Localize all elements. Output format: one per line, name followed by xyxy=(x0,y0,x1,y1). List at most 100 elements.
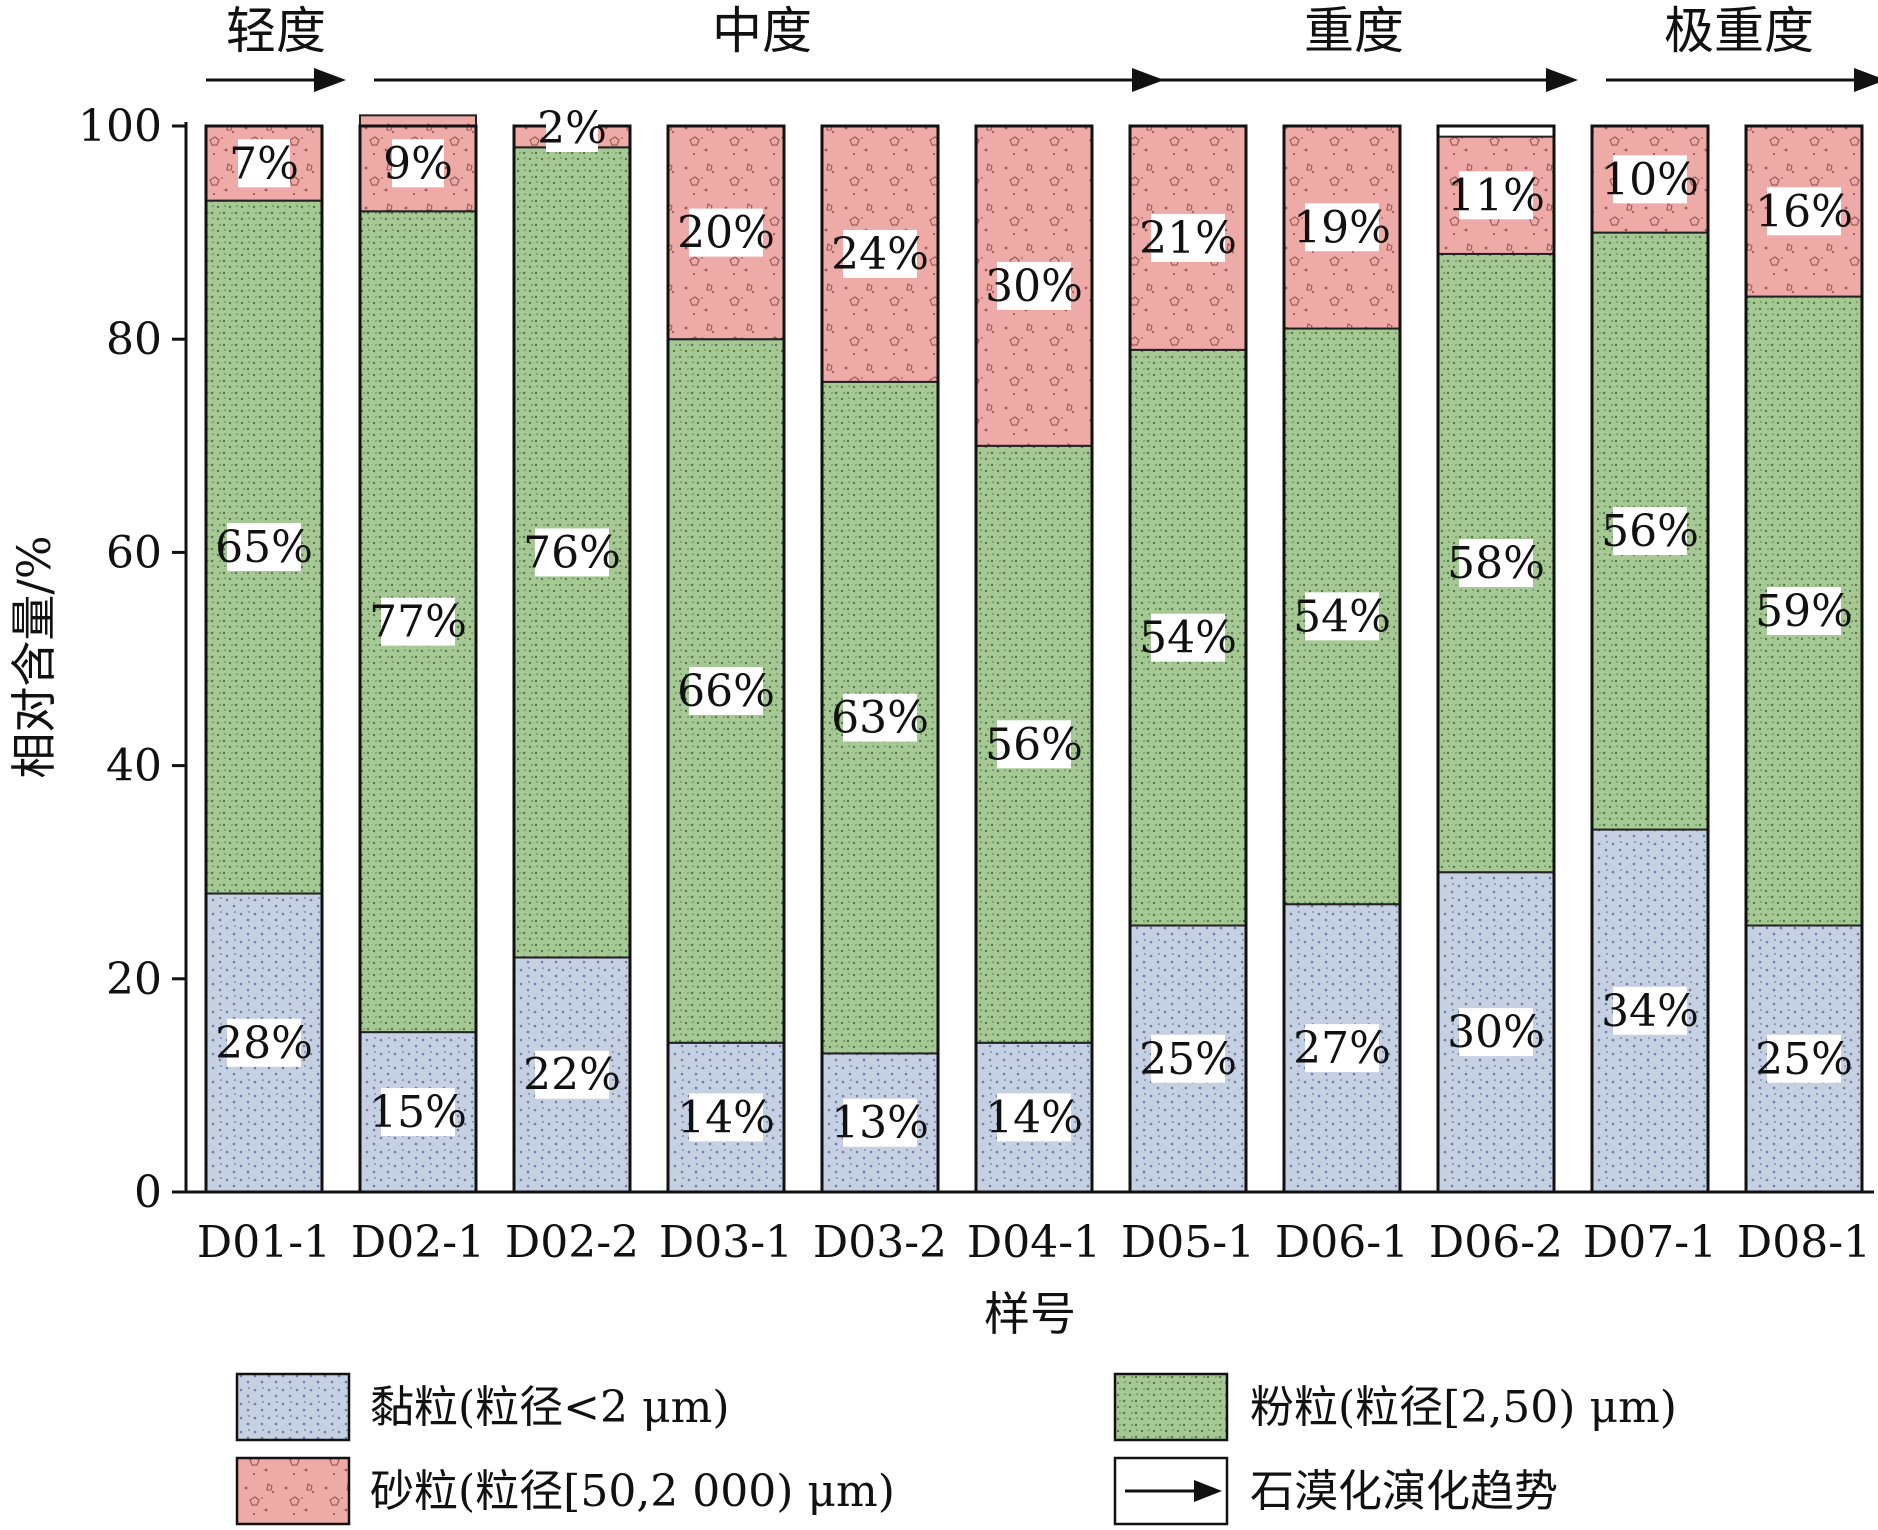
data-label-sand-D06-2: 11% xyxy=(1447,170,1545,221)
data-label-bg-sand-D05-1 xyxy=(1151,213,1225,262)
data-label-clay-D02-1: 15% xyxy=(369,1087,467,1138)
stage-arrow-head-3 xyxy=(1546,68,1578,92)
stage-label-4: 极重度 xyxy=(1664,2,1814,60)
y-tick-label-80: 80 xyxy=(106,314,162,365)
segment-labels: 28% 65% 7% 15% 77% 9% 22% 76% 2% 14% 66% 20% 13% 63% 2… xyxy=(215,103,1853,1149)
data-label-bg-clay-D06-2 xyxy=(1459,1008,1533,1057)
x-tick-label-D06-2: D06-2 xyxy=(1429,1217,1563,1268)
y-axis-title: 相对含量/% xyxy=(7,535,61,778)
legend-label-sand: 砂粒(粒径[50,2 000) μm) xyxy=(370,1466,895,1517)
data-label-sand-D05-1: 21% xyxy=(1139,213,1237,264)
data-label-bg-silt-D03-2 xyxy=(843,693,917,742)
data-label-silt-D08-1: 59% xyxy=(1755,586,1853,637)
data-label-bg-clay-D01-1 xyxy=(227,1018,301,1067)
data-label-silt-D07-1: 56% xyxy=(1601,506,1699,557)
legend-label-trend: 石漠化演化趋势 xyxy=(1250,1466,1558,1517)
stage-arrow-head-1 xyxy=(314,68,346,92)
data-label-bg-sand-D03-1 xyxy=(689,208,763,257)
x-tick-label-D03-1: D03-1 xyxy=(659,1217,793,1268)
data-label-bg-sand-D02-2 xyxy=(546,104,598,152)
data-label-silt-D03-1: 66% xyxy=(677,666,775,717)
x-axis-title: 样号 xyxy=(984,1287,1076,1341)
data-label-silt-D02-2: 76% xyxy=(523,527,621,578)
data-label-bg-clay-D02-2 xyxy=(535,1050,609,1099)
data-label-bg-silt-D02-2 xyxy=(535,528,609,577)
data-label-bg-silt-D05-1 xyxy=(1151,613,1225,662)
data-label-bg-silt-D04-1 xyxy=(997,720,1071,769)
data-label-bg-sand-D01-1 xyxy=(238,139,290,188)
data-label-bg-clay-D05-1 xyxy=(1151,1034,1225,1083)
x-tick-label-D08-1: D08-1 xyxy=(1737,1217,1871,1268)
axes xyxy=(184,122,1874,1194)
x-tick-label-D07-1: D07-1 xyxy=(1583,1217,1717,1268)
data-label-bg-sand-D06-2 xyxy=(1459,171,1533,220)
data-label-bg-sand-D06-1 xyxy=(1305,203,1379,252)
y-tick-label-60: 60 xyxy=(106,527,162,578)
data-label-bg-sand-D04-1 xyxy=(997,261,1071,310)
legend-swatch-silt xyxy=(1113,1372,1229,1442)
data-label-bg-clay-D02-1 xyxy=(381,1088,455,1137)
x-tick-label-D01-1: D01-1 xyxy=(197,1217,331,1268)
data-label-bg-silt-D06-1 xyxy=(1305,592,1379,641)
x-tick-label-D03-2: D03-2 xyxy=(813,1217,947,1268)
legend-swatch-clay xyxy=(235,1372,351,1442)
data-label-bg-sand-D02-1 xyxy=(392,139,444,188)
data-label-clay-D03-1: 14% xyxy=(677,1092,775,1143)
data-label-bg-silt-D08-1 xyxy=(1767,587,1841,636)
data-label-bg-clay-D07-1 xyxy=(1613,986,1687,1035)
data-label-sand-D02-2: 2% xyxy=(537,103,607,154)
data-label-sand-D07-1: 10% xyxy=(1601,154,1699,205)
stage-label-1: 轻度 xyxy=(226,2,326,60)
data-label-bg-clay-D03-2 xyxy=(843,1098,917,1147)
data-label-clay-D01-1: 28% xyxy=(215,1018,313,1069)
y-tick-label-20: 20 xyxy=(106,954,162,1005)
data-label-bg-clay-D06-1 xyxy=(1305,1024,1379,1073)
data-label-clay-D06-1: 27% xyxy=(1293,1023,1391,1074)
data-label-sand-D02-1: 9% xyxy=(383,138,453,189)
data-label-silt-D03-2: 63% xyxy=(831,693,929,744)
legend: 黏粒(粒径<2 μm) 粉粒(粒径[2,50) μm) 砂粒(粒径[50,2 0… xyxy=(235,1372,1677,1526)
data-label-bg-silt-D01-1 xyxy=(227,523,301,572)
stage-arrow-head-4 xyxy=(1854,68,1878,92)
data-label-bg-silt-D03-1 xyxy=(689,666,763,715)
data-label-sand-D06-1: 19% xyxy=(1293,202,1391,253)
data-label-clay-D05-1: 25% xyxy=(1139,1034,1237,1085)
data-label-clay-D03-2: 13% xyxy=(831,1098,929,1149)
stage-label-2: 中度 xyxy=(712,2,812,60)
data-label-bg-sand-D07-1 xyxy=(1613,155,1687,204)
data-label-bg-clay-D04-1 xyxy=(997,1093,1071,1142)
data-label-bg-silt-D07-1 xyxy=(1613,507,1687,556)
data-label-sand-D03-1: 20% xyxy=(677,208,775,259)
data-label-clay-D04-1: 14% xyxy=(985,1092,1083,1143)
legend-label-clay: 黏粒(粒径<2 μm) xyxy=(370,1382,730,1433)
data-label-silt-D01-1: 65% xyxy=(215,522,313,573)
data-label-silt-D06-1: 54% xyxy=(1293,591,1391,642)
y-ticks: 0 20 40 60 80 100 xyxy=(78,101,186,1218)
data-label-sand-D03-2: 24% xyxy=(831,229,929,280)
data-label-clay-D02-2: 22% xyxy=(523,1050,621,1101)
y-tick-label-0: 0 xyxy=(134,1167,162,1218)
data-label-silt-D02-1: 77% xyxy=(369,597,467,648)
data-label-sand-D08-1: 16% xyxy=(1755,186,1853,237)
data-label-clay-D06-2: 30% xyxy=(1447,1007,1545,1058)
stage-label-3: 重度 xyxy=(1304,2,1404,60)
x-tick-label-D04-1: D04-1 xyxy=(967,1217,1101,1268)
data-label-sand-D04-1: 30% xyxy=(985,261,1083,312)
stages: 轻度 中度 重度 极重度 xyxy=(206,2,1878,92)
x-tick-label-D02-2: D02-2 xyxy=(505,1217,639,1268)
data-label-clay-D08-1: 25% xyxy=(1755,1034,1853,1085)
x-tick-label-D02-1: D02-1 xyxy=(351,1217,485,1268)
data-label-silt-D05-1: 54% xyxy=(1139,613,1237,664)
data-label-clay-D07-1: 34% xyxy=(1601,986,1699,1037)
data-label-bg-clay-D08-1 xyxy=(1767,1034,1841,1083)
x-tick-labels: D01-1 D02-1 D02-2 D03-1 D03-2 D04-1 D05-1 D06-1… xyxy=(197,1217,1871,1268)
legend-label-silt: 粉粒(粒径[2,50) μm) xyxy=(1250,1382,1677,1433)
legend-swatch-sand xyxy=(235,1456,351,1526)
data-label-sand-D01-1: 7% xyxy=(229,138,299,189)
data-label-bg-silt-D06-2 xyxy=(1459,539,1533,588)
data-label-bg-sand-D03-2 xyxy=(843,229,917,278)
x-tick-label-D06-1: D06-1 xyxy=(1275,1217,1409,1268)
data-label-bg-clay-D03-1 xyxy=(689,1093,763,1142)
legend-trend-arrow-head xyxy=(1194,1480,1222,1502)
